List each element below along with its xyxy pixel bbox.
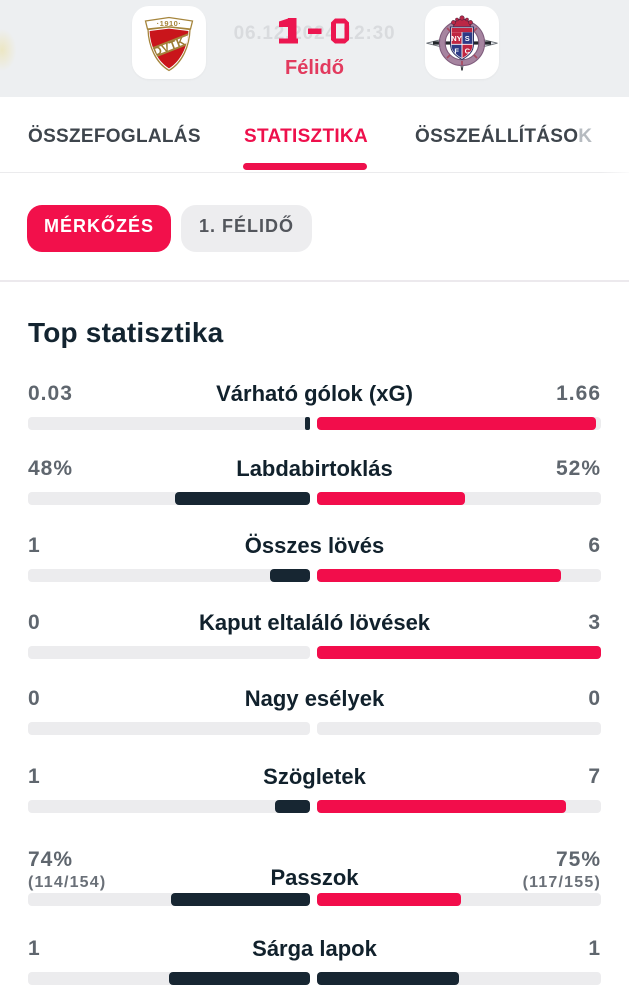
svg-text:NY: NY (451, 34, 461, 43)
svg-text:F: F (454, 47, 459, 56)
svg-text:·1910·: ·1910· (157, 19, 182, 28)
svg-text:S: S (465, 34, 470, 43)
svg-text:C: C (465, 47, 471, 56)
